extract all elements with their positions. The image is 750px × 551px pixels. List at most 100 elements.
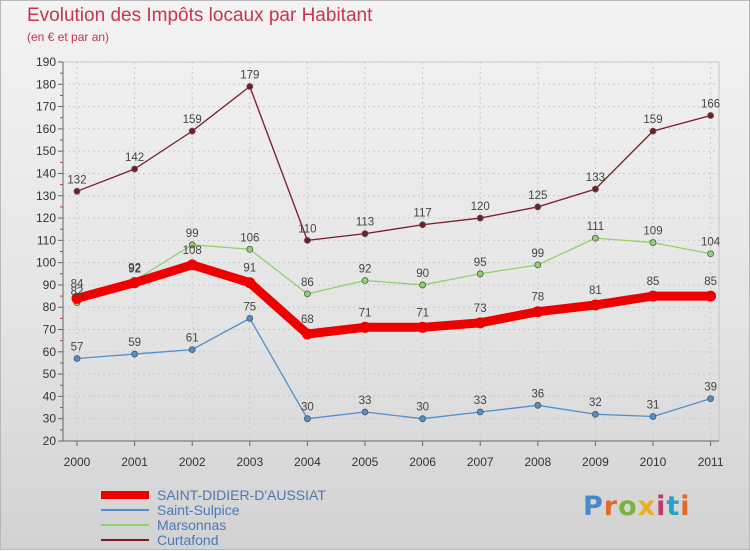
data-label-marsonnas-2011: 104 xyxy=(701,237,721,249)
point-saint-didier-d-aussiat-2006 xyxy=(417,321,429,333)
x-tick-label-2004: 2004 xyxy=(294,455,321,469)
point-saint-sulpice-2000 xyxy=(73,355,81,362)
point-curtafond-2002 xyxy=(188,127,196,135)
data-label-marsonnas-2003: 106 xyxy=(240,232,259,244)
legend-swatch-marsonnas xyxy=(101,523,149,526)
point-curtafond-2009 xyxy=(592,185,599,193)
point-saint-sulpice-2001 xyxy=(131,350,139,358)
point-saint-sulpice-2007 xyxy=(476,408,484,416)
logo-letter: o xyxy=(618,491,638,522)
point-saint-didier-d-aussiat-2003 xyxy=(244,277,256,289)
logo-letter: t xyxy=(666,491,681,522)
legend-label-saint-sulpice: Saint-Sulpice xyxy=(157,501,240,518)
data-label-marsonnas-2004: 86 xyxy=(301,277,314,289)
data-label-saint-sulpice-2007: 33 xyxy=(474,395,487,407)
legend-swatch-saint-didier xyxy=(101,490,149,499)
legend-label-saint-didier: SAINT-DIDIER-D'AUSSIAT xyxy=(157,486,326,503)
point-saint-sulpice-2009 xyxy=(592,410,599,418)
data-label-saint-sulpice-2011: 39 xyxy=(704,382,717,394)
data-label-marsonnas-2005: 92 xyxy=(359,263,372,275)
data-label-marsonnas-2000: 82 xyxy=(71,286,84,298)
x-tick-label-2008: 2008 xyxy=(524,455,551,469)
data-label-saint-sulpice-2005: 33 xyxy=(359,395,372,407)
data-label-saint-didier-d-aussiat-2008: 78 xyxy=(531,292,544,304)
point-curtafond-2004 xyxy=(303,236,311,244)
y-tick-label-120: 120 xyxy=(36,211,56,225)
data-label-marsonnas-2001: 92 xyxy=(128,263,141,275)
point-saint-sulpice-2004 xyxy=(303,415,311,423)
point-saint-sulpice-2002 xyxy=(188,346,196,353)
data-label-curtafond-2000: 132 xyxy=(67,174,86,186)
x-tick-label-2011: 2011 xyxy=(698,455,724,469)
series-line-marsonnas xyxy=(76,237,712,304)
point-saint-sulpice-2011 xyxy=(707,395,714,403)
series-line-saint-sulpice xyxy=(76,317,712,420)
point-saint-didier-d-aussiat-2007 xyxy=(474,317,486,329)
chart-title: Evolution des Impôts locaux par Habitant xyxy=(27,5,373,26)
data-label-saint-sulpice-2008: 36 xyxy=(531,388,544,400)
data-label-marsonnas-2002: 99 xyxy=(186,228,199,240)
data-label-curtafond-2003: 179 xyxy=(240,70,259,82)
data-label-curtafond-2002: 159 xyxy=(183,114,202,126)
data-label-curtafond-2004: 110 xyxy=(298,223,316,235)
legend-label-marsonnas: Marsonnas xyxy=(157,516,227,533)
data-label-saint-didier-d-aussiat-2011: 85 xyxy=(704,276,717,288)
point-curtafond-2003 xyxy=(246,83,254,90)
point-marsonnas-2008 xyxy=(534,261,542,269)
x-tick-label-2001: 2001 xyxy=(121,455,148,469)
point-saint-sulpice-2005 xyxy=(361,408,369,416)
data-label-saint-sulpice-2003: 75 xyxy=(243,301,256,313)
data-label-saint-didier-d-aussiat-2002: 108 xyxy=(183,245,202,257)
logo-letter: x xyxy=(637,491,657,522)
data-label-curtafond-2007: 120 xyxy=(471,201,490,213)
data-label-saint-didier-d-aussiat-2000: 84 xyxy=(71,278,84,290)
data-label-saint-sulpice-2001: 59 xyxy=(128,337,141,349)
logo-letter: i xyxy=(656,491,667,522)
data-label-saint-didier-d-aussiat-2006: 71 xyxy=(416,307,429,319)
point-curtafond-2008 xyxy=(534,203,542,211)
point-saint-didier-d-aussiat-2008 xyxy=(532,306,544,318)
point-marsonnas-2002 xyxy=(188,241,196,249)
point-marsonnas-2004 xyxy=(303,290,311,298)
series-line-curtafond xyxy=(76,85,712,242)
legend-label-curtafond: Curtafond xyxy=(157,531,219,548)
y-tick-label-150: 150 xyxy=(36,144,56,158)
point-marsonnas-2005 xyxy=(361,277,369,284)
y-tick-label-90: 90 xyxy=(43,278,57,292)
x-tick-label-2010: 2010 xyxy=(640,455,667,469)
data-label-curtafond-2008: 125 xyxy=(528,190,547,202)
data-label-saint-didier-d-aussiat-2003: 91 xyxy=(243,263,256,275)
data-label-saint-sulpice-2002: 61 xyxy=(186,333,199,345)
data-label-saint-didier-d-aussiat-2001: 92 xyxy=(128,263,141,275)
y-tick-label-190: 190 xyxy=(36,55,56,69)
logo-letter: P xyxy=(583,491,604,522)
point-saint-didier-d-aussiat-2000 xyxy=(71,292,83,304)
point-curtafond-2005 xyxy=(361,230,369,238)
y-tick-label-160: 160 xyxy=(36,122,56,136)
point-curtafond-2006 xyxy=(419,221,427,229)
legend-swatch-curtafond xyxy=(101,538,149,541)
data-label-marsonnas-2009: 111 xyxy=(587,221,604,233)
x-tick-label-2006: 2006 xyxy=(409,455,436,469)
x-tick-label-2000: 2000 xyxy=(64,455,91,469)
data-label-marsonnas-2010: 109 xyxy=(643,226,662,238)
x-tick-label-2007: 2007 xyxy=(467,455,494,469)
point-saint-sulpice-2008 xyxy=(534,401,542,409)
legend-item-curtafond: Curtafond xyxy=(101,531,219,548)
x-tick-label-2009: 2009 xyxy=(582,455,609,469)
point-saint-sulpice-2003 xyxy=(246,314,254,322)
point-saint-sulpice-2006 xyxy=(419,415,427,423)
y-tick-label-30: 30 xyxy=(43,412,57,426)
data-label-saint-sulpice-2009: 32 xyxy=(589,397,602,409)
point-saint-didier-d-aussiat-2011 xyxy=(705,290,717,302)
series-line-saint-didier-d-aussiat xyxy=(72,260,716,339)
data-label-saint-didier-d-aussiat-2005: 71 xyxy=(359,307,372,319)
legend-item-marsonnas: Marsonnas xyxy=(101,516,227,533)
data-label-marsonnas-2007: 95 xyxy=(474,257,487,269)
point-saint-sulpice-2010 xyxy=(649,413,657,420)
legend-item-saint-sulpice: Saint-Sulpice xyxy=(101,501,240,518)
point-saint-didier-d-aussiat-2005 xyxy=(359,321,371,333)
data-label-marsonnas-2008: 99 xyxy=(531,248,544,260)
data-label-saint-didier-d-aussiat-2010: 85 xyxy=(647,276,660,288)
point-saint-didier-d-aussiat-2002 xyxy=(186,259,198,271)
